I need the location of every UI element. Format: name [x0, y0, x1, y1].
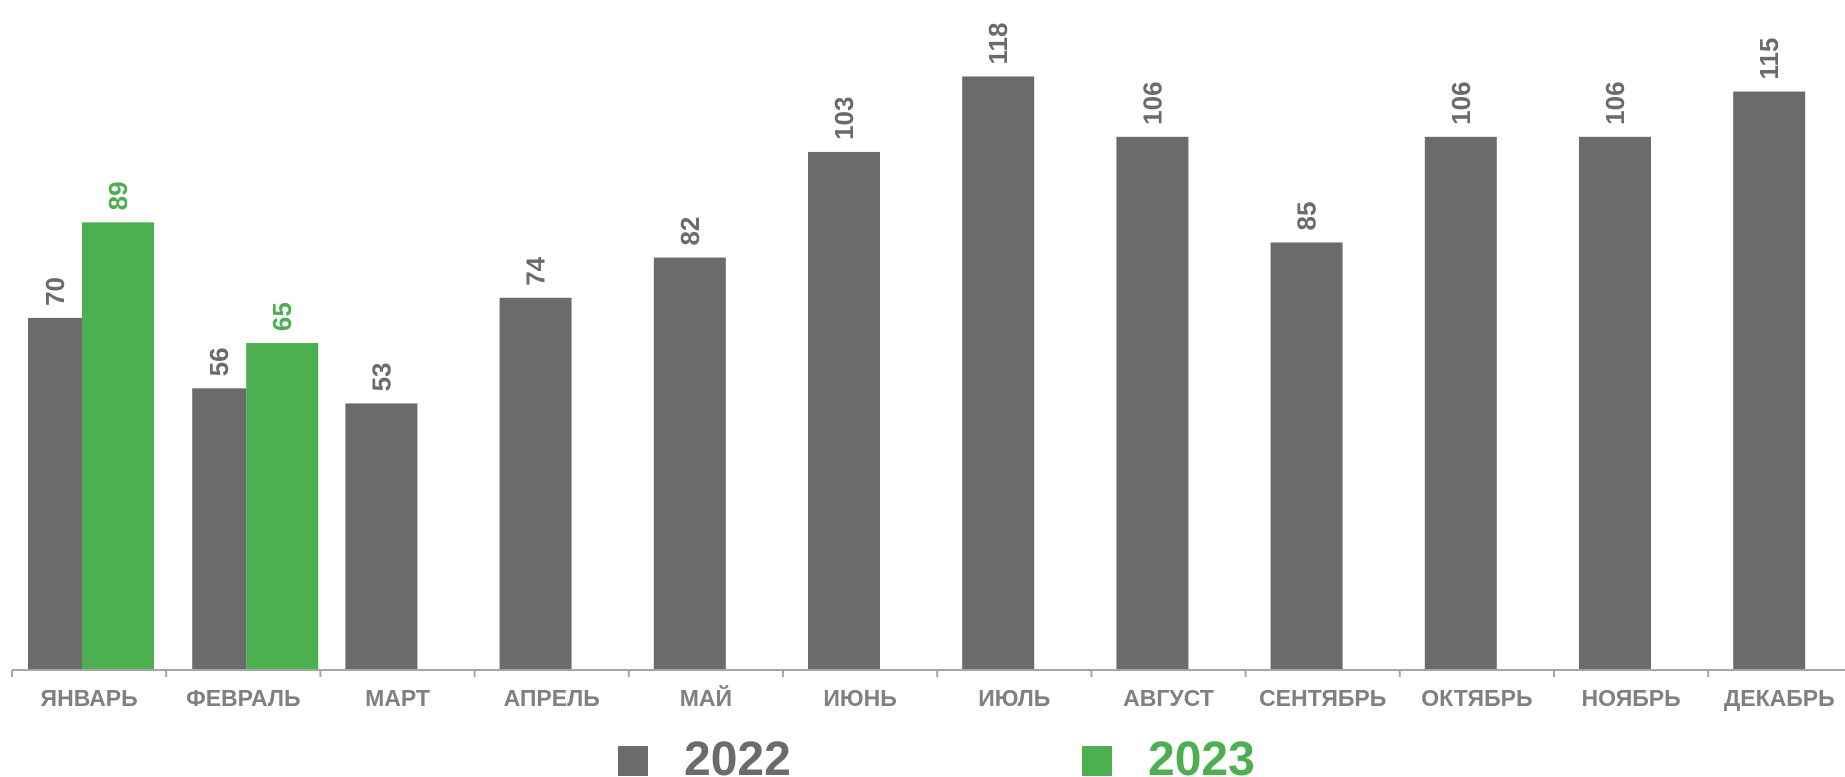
value-label-2022-11: 106 [1600, 81, 1630, 124]
legend-label-2023: 2023 [1148, 733, 1255, 777]
category-label-6: ИЮНЬ [823, 685, 896, 711]
bar-2022-2 [192, 388, 247, 670]
bar-2022-11 [1579, 136, 1651, 670]
bar-2022-3 [345, 403, 418, 670]
bars-layer [28, 76, 1806, 671]
category-label-12: ДЕКАБРЬ [1724, 685, 1835, 711]
value-label-2022-7: 118 [983, 23, 1013, 65]
category-label-5: МАЙ [680, 684, 732, 711]
x-axis-ticks [11, 670, 1710, 677]
value-label-2022-12: 115 [1754, 38, 1784, 80]
bar-2023-2 [246, 343, 319, 670]
category-label-1: ЯНВАРЬ [41, 685, 138, 711]
value-label-2022-9: 85 [1292, 202, 1322, 231]
category-label-4: АПРЕЛЬ [504, 685, 600, 711]
legend-swatch-2023 [1082, 746, 1112, 776]
value-label-2023-2: 65 [267, 302, 297, 331]
category-label-2: ФЕВРАЛЬ [186, 685, 300, 711]
category-label-7: ИЮЛЬ [978, 685, 1050, 711]
value-label-2023-1: 89 [103, 181, 133, 210]
bar-2022-6 [808, 151, 880, 670]
bar-2022-1 [28, 317, 82, 670]
value-label-2022-5: 82 [675, 217, 705, 246]
category-label-3: МАРТ [365, 685, 430, 711]
value-labels-layer: 70 89 56 65 53 74 82 103 118 106 85 106 106 115 [40, 23, 1784, 392]
category-label-8: АВГУСТ [1123, 685, 1214, 711]
value-label-2022-10: 106 [1446, 81, 1476, 124]
value-label-2022-1: 70 [40, 277, 70, 306]
category-label-10: ОКТЯБРЬ [1421, 685, 1532, 711]
value-label-2022-4: 74 [521, 256, 551, 285]
value-label-2022-2: 56 [204, 347, 234, 376]
bar-2022-7 [962, 76, 1035, 670]
category-label-9: СЕНТЯБРЬ [1259, 685, 1386, 711]
category-labels-layer: ЯНВАРЬ ФЕВРАЛЬ МАРТ АПРЕЛЬ МАЙ ИЮНЬ ИЮЛЬ АВГУСТ… [41, 684, 1835, 711]
bar-2023-1 [82, 222, 154, 670]
value-label-2022-8: 106 [1137, 81, 1167, 124]
legend-swatch-2022 [618, 746, 648, 776]
bar-2022-12 [1733, 91, 1806, 671]
bar-2022-4 [499, 297, 572, 670]
category-label-11: НОЯБРЬ [1582, 685, 1681, 711]
legend-label-2022: 2022 [684, 733, 791, 777]
bar-2022-8 [1116, 136, 1189, 670]
bar-2022-5 [653, 257, 726, 670]
bar-2022-9 [1270, 242, 1343, 670]
bar-2022-10 [1424, 136, 1497, 670]
value-label-2022-6: 103 [829, 97, 859, 140]
legend: 2022 2023 [618, 733, 1255, 777]
value-label-2022-3: 53 [366, 362, 396, 391]
